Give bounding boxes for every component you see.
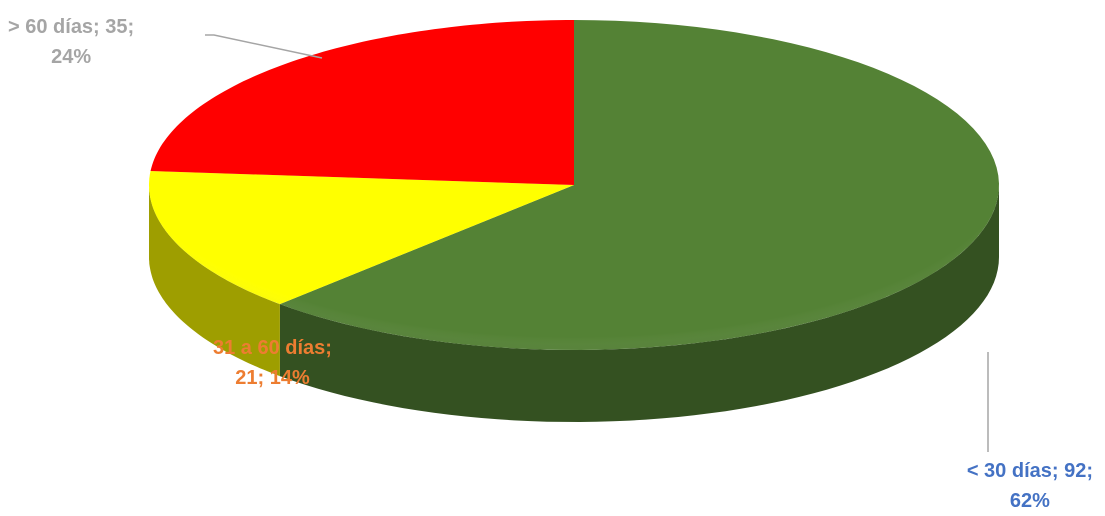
- pie-side-0: [279, 185, 999, 422]
- leader-line-more-60: [205, 34, 323, 59]
- data-label-more-60: > 60 días; 35; 24%: [8, 16, 135, 68]
- data-label-less-30: < 30 días; 92; 62%: [966, 460, 1093, 512]
- pie-side-1: [149, 185, 280, 377]
- pie-top-shading: [149, 20, 999, 350]
- data-label-31-60: 31 a 60 días; 21; 14%: [213, 337, 332, 389]
